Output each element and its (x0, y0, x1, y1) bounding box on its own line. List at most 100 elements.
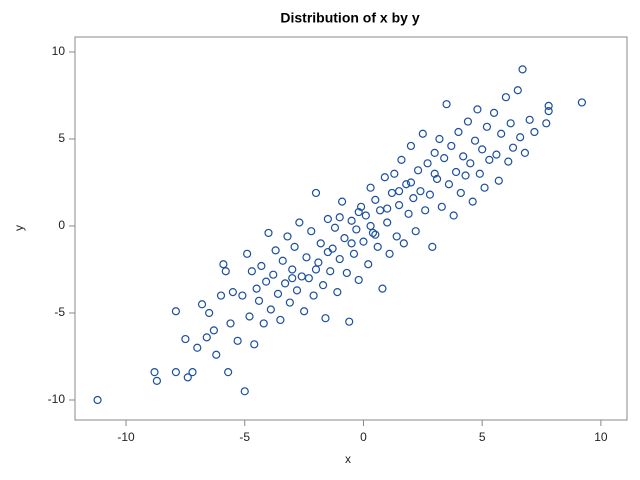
point (262, 277, 271, 286)
point (430, 169, 439, 178)
point (243, 249, 252, 258)
point (259, 319, 268, 328)
point (295, 218, 304, 227)
point (468, 197, 477, 206)
point (292, 286, 302, 295)
point (518, 65, 527, 74)
point (212, 350, 221, 359)
point (326, 267, 335, 276)
point (451, 167, 461, 177)
point (354, 275, 363, 285)
point (347, 239, 356, 248)
point (337, 197, 347, 206)
point (226, 319, 235, 328)
point (240, 387, 249, 396)
point (380, 173, 389, 182)
point (283, 232, 292, 241)
point (257, 261, 266, 271)
point (480, 183, 489, 192)
point (171, 307, 181, 316)
point (254, 296, 264, 305)
point (352, 225, 361, 234)
point (188, 368, 197, 377)
point (449, 211, 458, 220)
x-tick-label: 0 (360, 430, 367, 444)
point (530, 127, 539, 137)
point (285, 298, 294, 307)
plot-frame (74, 36, 628, 421)
point (470, 136, 480, 145)
point (307, 227, 316, 236)
point (183, 373, 192, 382)
point (418, 129, 427, 138)
point (442, 100, 451, 109)
point (475, 169, 484, 178)
point (288, 265, 297, 274)
point (513, 86, 522, 95)
point (245, 312, 254, 321)
y-tick-label: 5 (58, 131, 65, 145)
point (309, 291, 318, 300)
point (345, 317, 354, 326)
point (473, 105, 482, 114)
point (233, 336, 242, 345)
point (404, 209, 413, 218)
point (238, 291, 247, 300)
point (411, 227, 420, 236)
point (264, 228, 273, 238)
point (311, 188, 321, 198)
point (323, 247, 332, 257)
point (371, 230, 380, 239)
point (501, 93, 511, 102)
point (368, 228, 378, 238)
point (252, 284, 261, 293)
point (435, 134, 444, 144)
point (271, 246, 280, 255)
point (428, 242, 437, 251)
point (425, 190, 435, 199)
point (333, 288, 342, 297)
point (397, 155, 406, 164)
y-tick-label: 0 (58, 218, 65, 232)
point (209, 326, 218, 335)
point (93, 395, 102, 405)
point (544, 101, 553, 111)
x-tick-label: 5 (479, 430, 486, 444)
point (461, 171, 470, 180)
point (478, 145, 487, 154)
point (466, 159, 475, 168)
point (364, 260, 373, 269)
point (314, 258, 323, 267)
point (385, 249, 394, 258)
point (373, 242, 382, 251)
point (544, 107, 553, 116)
point (335, 254, 344, 264)
point (323, 214, 332, 224)
point (492, 150, 501, 159)
point (193, 343, 202, 352)
point (416, 187, 425, 196)
point (302, 253, 311, 262)
point (342, 268, 351, 278)
point (361, 211, 370, 220)
point (221, 267, 230, 276)
point (444, 180, 454, 189)
point (371, 195, 380, 204)
point (402, 180, 411, 189)
point (290, 242, 299, 251)
point (392, 232, 401, 241)
point (269, 270, 278, 279)
point (304, 274, 313, 283)
y-axis-label: y (12, 225, 26, 231)
point (288, 274, 297, 283)
point (349, 249, 359, 258)
point (171, 368, 181, 377)
point (456, 188, 465, 198)
point (202, 333, 211, 342)
point (482, 122, 492, 131)
point (437, 202, 446, 211)
point (454, 127, 463, 137)
point (406, 178, 416, 187)
point (321, 314, 330, 323)
